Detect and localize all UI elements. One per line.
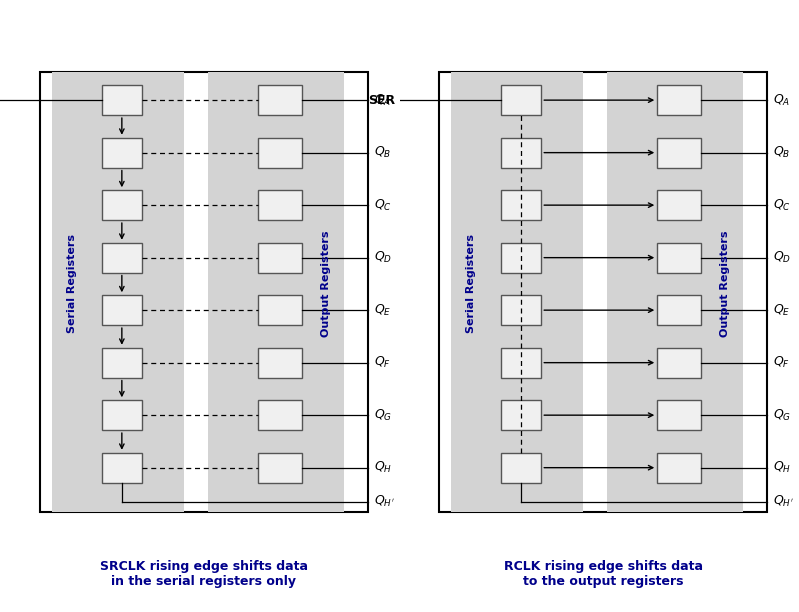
Bar — [657, 295, 702, 325]
Text: $Q_F$: $Q_F$ — [773, 355, 790, 370]
Text: $Q_D$: $Q_D$ — [773, 250, 791, 265]
Bar — [657, 453, 702, 483]
Text: SRCLK rising edge shifts data
in the serial registers only: SRCLK rising edge shifts data in the ser… — [100, 559, 308, 588]
Text: Serial Registers: Serial Registers — [67, 234, 77, 334]
Text: Output Registers: Output Registers — [320, 231, 331, 337]
Bar — [102, 295, 142, 325]
Text: Serial Registers: Serial Registers — [467, 234, 476, 334]
Text: $Q_F$: $Q_F$ — [374, 355, 391, 370]
Text: $Q_C$: $Q_C$ — [773, 198, 791, 213]
Bar — [257, 400, 302, 430]
Bar — [52, 72, 184, 512]
Text: $Q_A$: $Q_A$ — [374, 92, 391, 108]
Bar — [257, 138, 302, 168]
Bar — [40, 72, 368, 512]
Bar — [102, 243, 142, 272]
Bar — [451, 72, 583, 512]
Text: $Q_G$: $Q_G$ — [773, 408, 791, 423]
Bar — [102, 85, 142, 115]
Bar — [257, 295, 302, 325]
Bar — [102, 453, 142, 483]
Text: $Q_B$: $Q_B$ — [374, 145, 391, 160]
Bar — [502, 85, 542, 115]
Text: $Q_C$: $Q_C$ — [374, 198, 392, 213]
Text: $Q_H$: $Q_H$ — [374, 460, 392, 476]
Text: $Q_B$: $Q_B$ — [773, 145, 790, 160]
Bar — [657, 400, 702, 430]
Text: $Q_E$: $Q_E$ — [374, 302, 391, 318]
Bar — [657, 138, 702, 168]
Bar — [657, 85, 702, 115]
Bar — [657, 190, 702, 220]
Bar — [502, 138, 542, 168]
Bar — [502, 453, 542, 483]
Text: $Q_A$: $Q_A$ — [773, 92, 790, 108]
Text: $Q_D$: $Q_D$ — [374, 250, 392, 265]
Text: $Q_{H'}$: $Q_{H'}$ — [374, 494, 394, 509]
Bar — [257, 453, 302, 483]
Text: SER: SER — [368, 94, 396, 106]
Bar — [257, 348, 302, 378]
Bar — [257, 243, 302, 272]
Bar — [657, 348, 702, 378]
Bar — [502, 295, 542, 325]
Text: $Q_{H'}$: $Q_{H'}$ — [773, 494, 793, 509]
Bar — [257, 85, 302, 115]
Bar — [502, 348, 542, 378]
Text: $Q_E$: $Q_E$ — [773, 302, 790, 318]
Bar — [257, 190, 302, 220]
Bar — [502, 243, 542, 272]
Text: $Q_G$: $Q_G$ — [374, 408, 392, 423]
Bar — [502, 190, 542, 220]
Bar — [208, 72, 344, 512]
Bar — [657, 243, 702, 272]
Text: Output Registers: Output Registers — [720, 231, 730, 337]
Bar — [607, 72, 743, 512]
Bar — [102, 400, 142, 430]
Bar — [102, 348, 142, 378]
Bar — [502, 400, 542, 430]
Bar — [102, 190, 142, 220]
Bar — [102, 138, 142, 168]
Text: $Q_H$: $Q_H$ — [773, 460, 791, 476]
Text: RCLK rising edge shifts data
to the output registers: RCLK rising edge shifts data to the outp… — [503, 559, 703, 588]
Bar — [439, 72, 767, 512]
